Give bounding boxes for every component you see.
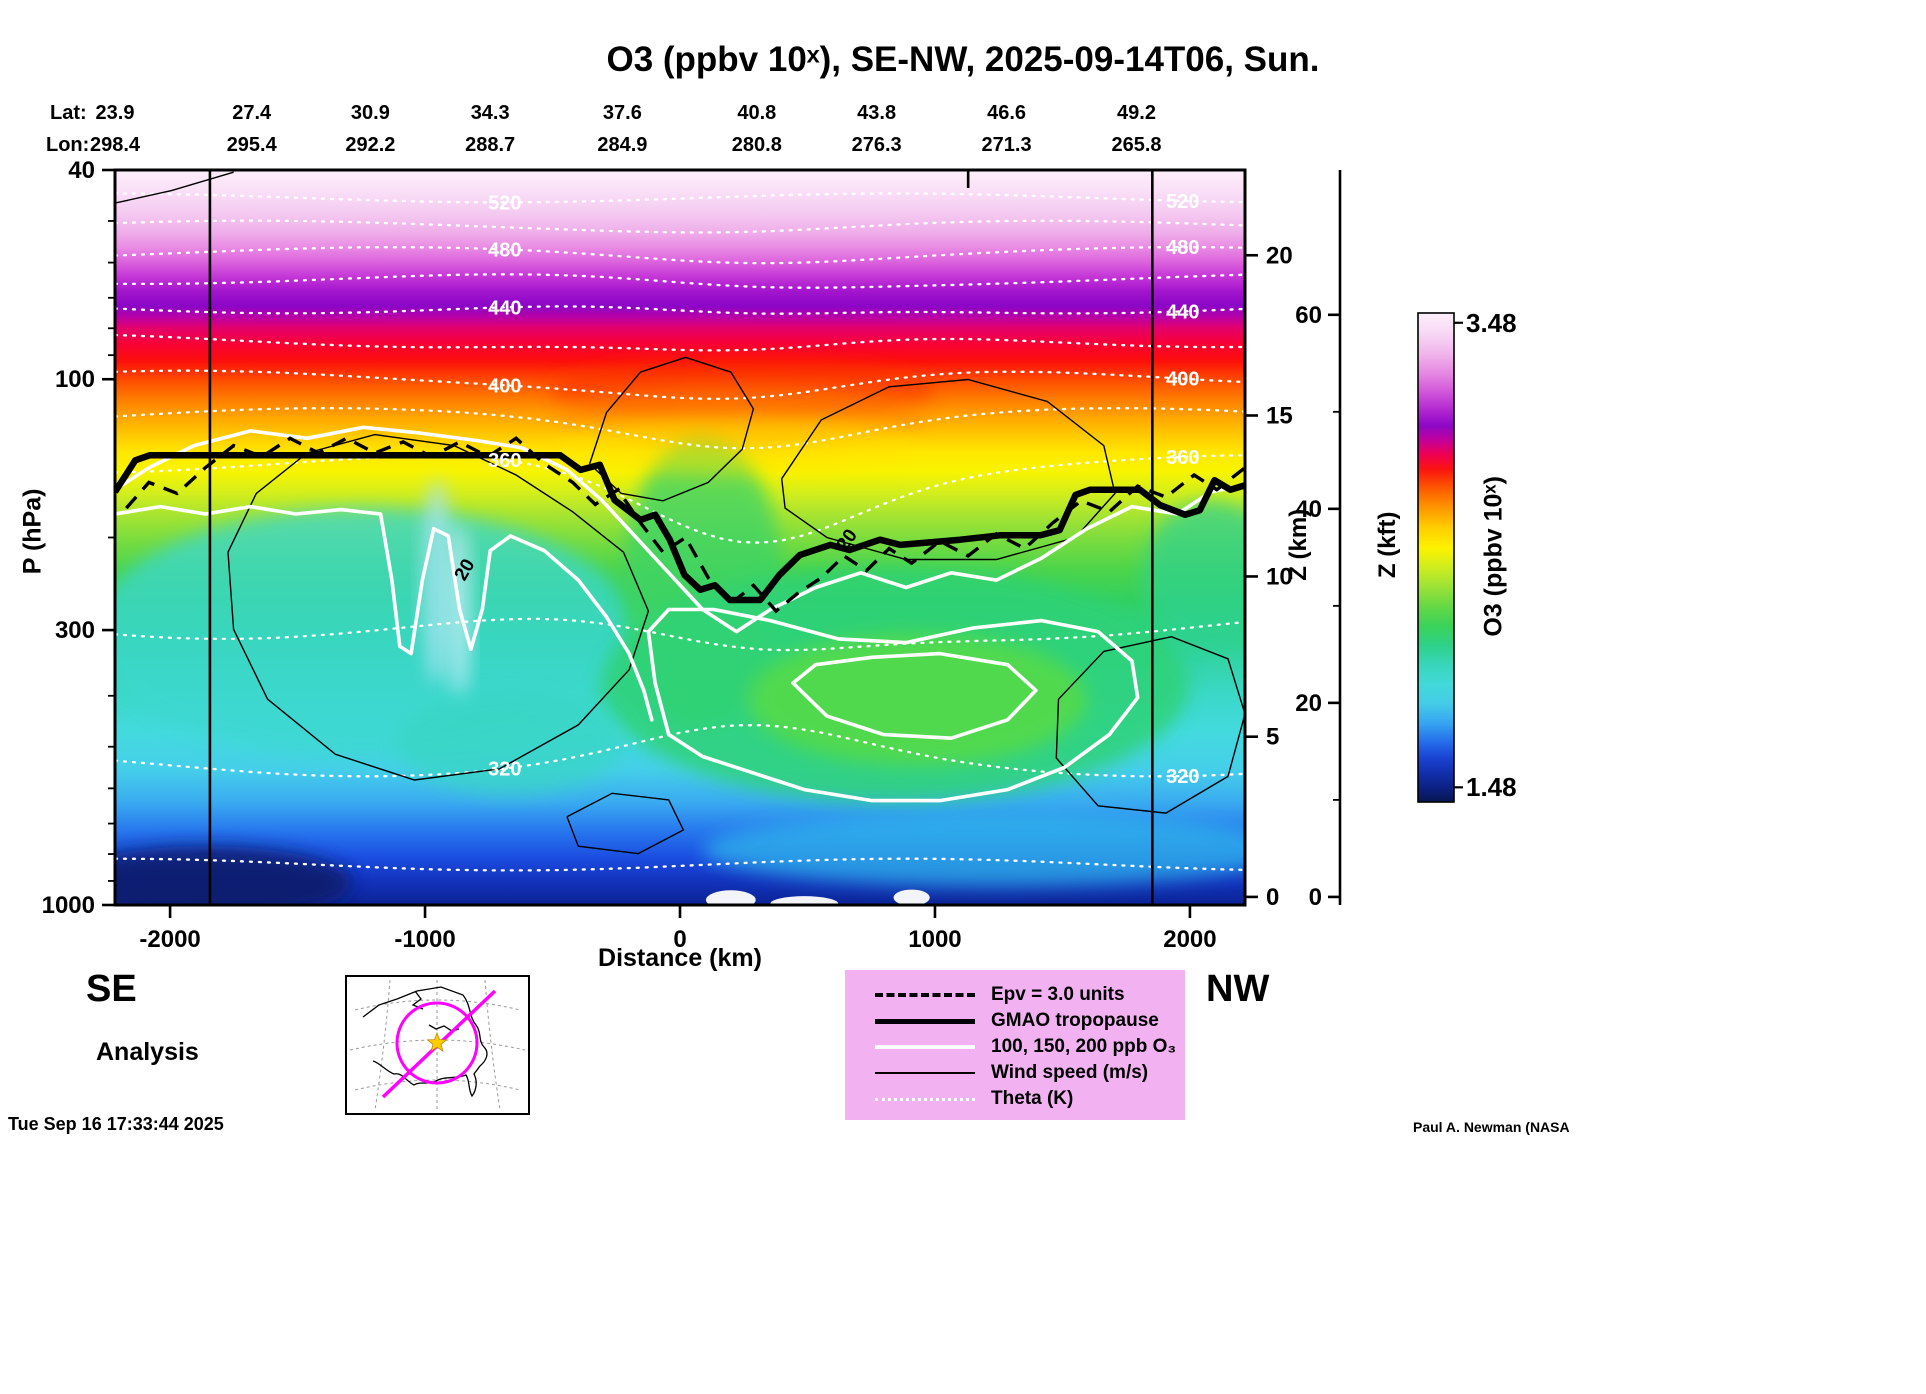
theta-line-sample (875, 1097, 975, 1101)
location-star (426, 1031, 448, 1053)
svg-text:520: 520 (1166, 191, 1199, 213)
svg-text:0: 0 (1266, 884, 1279, 911)
o3-contour-lines (115, 425, 1245, 803)
legend-label-theta: Theta (K) (991, 1088, 1074, 1110)
svg-text:440: 440 (488, 297, 521, 319)
svg-text:265.8: 265.8 (1111, 134, 1161, 156)
svg-text:49.2: 49.2 (1117, 102, 1156, 124)
z-kft-axis-title: Z (kft) (1374, 511, 1402, 579)
svg-text:1000: 1000 (908, 926, 961, 953)
svg-text:480: 480 (488, 239, 521, 261)
svg-text:-1000: -1000 (394, 926, 455, 953)
legend-label-tropopause: GMAO tropopause (991, 1010, 1159, 1032)
legend: Epv = 3.0 units GMAO tropopause 100, 150… (845, 970, 1185, 1120)
svg-text:30.9: 30.9 (351, 102, 390, 124)
epv-line-sample (875, 993, 975, 997)
svg-text:320: 320 (488, 759, 521, 781)
generation-timestamp: Tue Sep 16 17:33:44 2025 (8, 1114, 224, 1134)
distance-axis-title: Distance (km) (598, 944, 762, 972)
colorbar-min-value: 1.48 (1466, 772, 1517, 802)
svg-text:10: 10 (1266, 563, 1293, 590)
svg-text:46.6: 46.6 (987, 102, 1026, 124)
endpoint-nw-label: NW (1206, 968, 1270, 1010)
svg-text:276.3: 276.3 (852, 134, 902, 156)
wind-line-sample (875, 1072, 975, 1074)
tropopause-line-sample (875, 1018, 975, 1024)
svg-text:400: 400 (1166, 369, 1199, 391)
axis-tick-labels: 40 100 300 1000 -2000 -1000 0 1000 2000 20 15 10 5 0 6… (42, 157, 1322, 953)
svg-text:100: 100 (55, 366, 95, 393)
svg-text:520: 520 (488, 192, 521, 214)
legend-item-epv: Epv = 3.0 units (875, 982, 1185, 1008)
svg-text:400: 400 (488, 375, 521, 397)
theta-labels: 520 520 480 480 440 440 400 400 360 360 320 320 (488, 191, 1199, 788)
svg-text:2000: 2000 (1163, 926, 1216, 953)
svg-text:0: 0 (1309, 884, 1322, 911)
analysis-label: Analysis (96, 1038, 199, 1066)
waypoint-lines (208, 170, 1154, 905)
colorbar-max-value: 3.48 (1466, 308, 1517, 338)
endpoint-se-label: SE (86, 968, 137, 1010)
lat-lon-values: 23.9 298.4 27.4 295.4 30.9 292.2 34.3 288.7 37.6… (90, 102, 1162, 156)
svg-text:40: 40 (68, 157, 95, 184)
svg-text:40: 40 (1295, 496, 1322, 523)
colorbar (1417, 312, 1455, 803)
legend-item-tropopause: GMAO tropopause (875, 1008, 1185, 1034)
legend-item-theta: Theta (K) (875, 1086, 1185, 1112)
svg-text:15: 15 (1266, 402, 1293, 429)
svg-text:27.4: 27.4 (232, 102, 272, 124)
svg-text:280.8: 280.8 (732, 134, 782, 156)
o3-fill-field (115, 170, 1245, 905)
location-inset-map (345, 975, 530, 1115)
svg-text:271.3: 271.3 (982, 134, 1032, 156)
svg-text:295.4: 295.4 (227, 134, 278, 156)
svg-text:288.7: 288.7 (465, 134, 515, 156)
lat-row-label: Lat: (50, 102, 87, 124)
svg-text:300: 300 (55, 617, 95, 644)
svg-text:43.8: 43.8 (857, 102, 896, 124)
svg-text:320: 320 (1166, 766, 1199, 788)
epv-contour (125, 436, 1245, 614)
svg-text:1000: 1000 (42, 892, 95, 919)
svg-text:298.4: 298.4 (90, 134, 141, 156)
figure-title: O3 (ppbv 10ˣ), SE-NW, 2025-09-14T06, Sun… (606, 40, 1320, 79)
tropopause-line (115, 451, 1245, 604)
svg-text:440: 440 (1166, 301, 1199, 323)
legend-label-epv: Epv = 3.0 units (991, 984, 1125, 1006)
svg-text:292.2: 292.2 (345, 134, 395, 156)
svg-text:284.9: 284.9 (597, 134, 647, 156)
credit-text: Paul A. Newman (NASA (1413, 1119, 1570, 1135)
svg-text:40.8: 40.8 (737, 102, 776, 124)
o3-contour-line-sample (875, 1045, 975, 1049)
svg-text:23.9: 23.9 (96, 102, 135, 124)
svg-text:20: 20 (1295, 690, 1322, 717)
cross-section-range-circle (395, 1001, 479, 1085)
wind-contours (115, 171, 1245, 855)
axis-ticks (102, 168, 1463, 918)
legend-label-wind: Wind speed (m/s) (991, 1062, 1149, 1084)
svg-text:20: 20 (1266, 242, 1293, 269)
z-km-axis-title: Z (km) (1285, 508, 1313, 581)
svg-text:-2000: -2000 (139, 926, 200, 953)
map-graticule (349, 979, 526, 1111)
svg-text:360: 360 (488, 450, 521, 472)
legend-item-wind: Wind speed (m/s) (875, 1060, 1185, 1086)
lon-row-label: Lon: (46, 134, 90, 156)
svg-text:60: 60 (1295, 302, 1322, 329)
colorbar-title: O3 (ppbv 10ˣ) (1479, 476, 1508, 637)
legend-label-o3-contours: 100, 150, 200 ppb O₃ (991, 1036, 1177, 1058)
svg-text:0: 0 (673, 926, 686, 953)
svg-text:5: 5 (1266, 724, 1279, 751)
svg-text:480: 480 (1166, 237, 1199, 259)
svg-text:360: 360 (1166, 447, 1199, 469)
svg-text:37.6: 37.6 (603, 102, 642, 124)
pressure-axis-title: P (hPa) (18, 488, 47, 575)
legend-item-o3-contours: 100, 150, 200 ppb O₃ (875, 1034, 1185, 1060)
svg-text:34.3: 34.3 (471, 102, 510, 124)
